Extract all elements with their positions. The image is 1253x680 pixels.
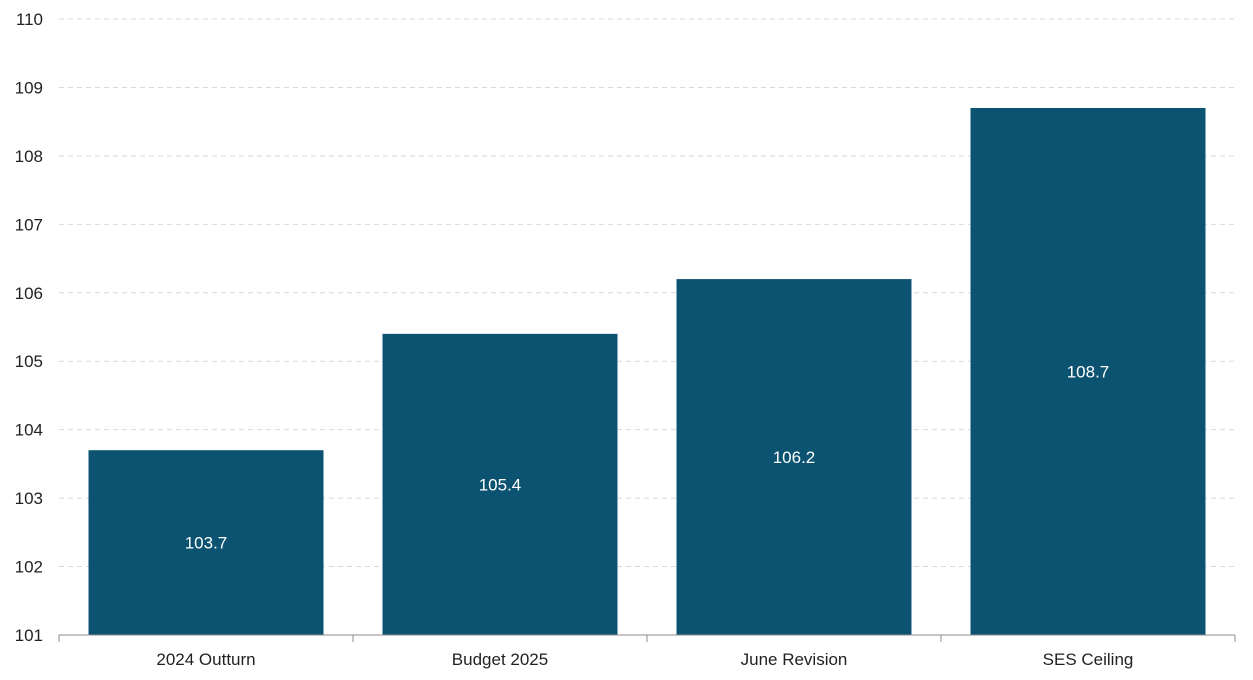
y-tick-label: 102 [15, 558, 43, 577]
gridlines [59, 18, 1235, 568]
bar [676, 279, 912, 635]
y-tick-label: 106 [15, 284, 43, 303]
y-tick-label: 110 [16, 10, 43, 29]
bar-value-label: 103.7 [185, 534, 228, 553]
y-tick-label: 104 [15, 421, 43, 440]
x-category-label: SES Ceiling [1043, 650, 1134, 669]
y-tick-label: 109 [15, 78, 43, 97]
bar-value-label: 108.7 [1067, 362, 1110, 381]
bar [88, 450, 324, 635]
x-category-label: 2024 Outturn [156, 650, 255, 669]
y-tick-label: 105 [15, 352, 43, 371]
y-axis-ticks: 101 102 103 104 105 106 107 108 109 110 [15, 10, 43, 645]
bar [382, 333, 618, 635]
x-axis: 2024 Outturn Budget 2025 June Revision SES … [58, 634, 1236, 669]
y-tick-label: 108 [15, 147, 43, 166]
bar [970, 107, 1206, 635]
bar-value-label: 106.2 [773, 448, 816, 467]
bar-value-label: 105.4 [479, 475, 522, 494]
x-category-label: Budget 2025 [452, 650, 548, 669]
bars [88, 107, 1206, 635]
data-labels: 103.7 105.4 106.2 108.7 [185, 362, 1110, 552]
y-tick-label: 103 [15, 489, 43, 508]
y-tick-label: 107 [15, 215, 43, 234]
y-tick-label: 101 [15, 626, 43, 645]
x-category-label: June Revision [741, 650, 848, 669]
